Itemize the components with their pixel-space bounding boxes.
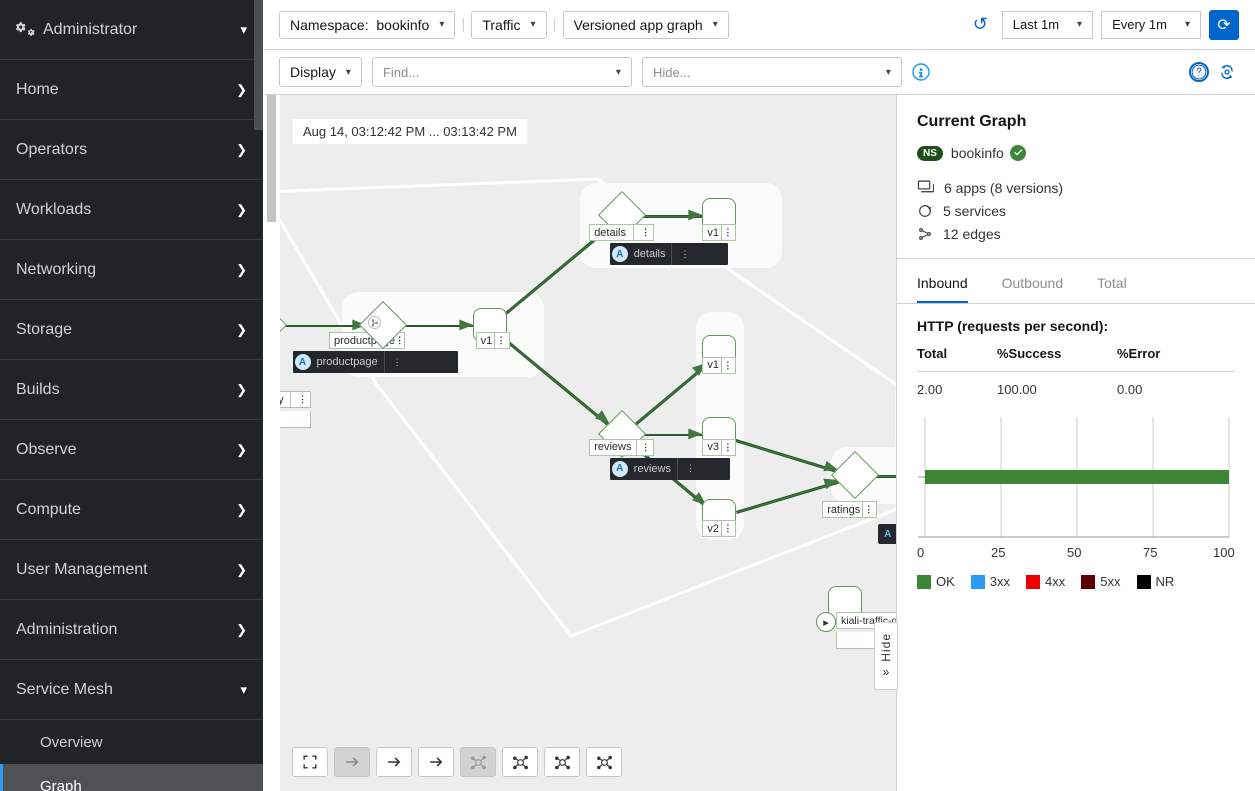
svg-text:100: 100 (1213, 545, 1235, 560)
svg-text:50: 50 (1067, 545, 1081, 560)
svg-text:0: 0 (917, 545, 924, 560)
svg-text:75: 75 (1143, 545, 1157, 560)
svg-text:25: 25 (991, 545, 1005, 560)
